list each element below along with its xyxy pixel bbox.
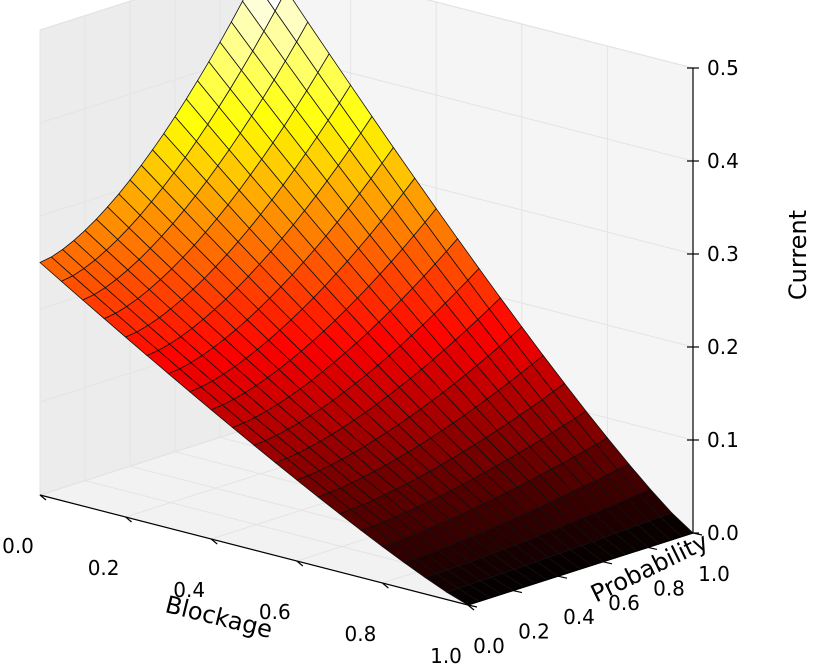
x-tick-mark: [39, 494, 47, 501]
y-tick-mark: [512, 590, 523, 594]
x-tick-mark: [125, 516, 132, 523]
x-axis-line: [39, 494, 469, 606]
y-tick-label: 1.0: [698, 562, 730, 586]
wall-gridline-z: [39, 0, 694, 69]
y-axis-line: [467, 532, 694, 606]
x-tick-label: 0.2: [88, 556, 120, 580]
x-tick-mark: [296, 560, 304, 567]
x-tick-mark: [210, 538, 218, 545]
x-tick-label: 1.0: [430, 644, 462, 668]
y-tick-mark: [467, 604, 478, 608]
z-axis-title: Current: [784, 210, 812, 300]
z-axis-ticks: 0.0 0.1 0.2 0.3 0.4 0.5: [687, 56, 739, 545]
y-tick-label: 0.6: [608, 591, 640, 615]
surface-mesh: [39, 0, 694, 606]
y-tick-label: 0.0: [473, 634, 505, 658]
y-tick-mark: [647, 546, 658, 550]
axes-lines: [39, 68, 694, 606]
x-tick-label: 0.6: [259, 600, 291, 624]
x-tick-label: 0.4: [173, 578, 205, 602]
y-axis-ticks: 0.0 0.2 0.4 0.6 0.8 1.0: [467, 532, 730, 658]
y-tick-label: 0.8: [653, 576, 685, 600]
z-tick-label: 0.5: [707, 56, 739, 80]
y-tick-mark: [602, 561, 613, 565]
x-axis-ticks: 0.0 0.2 0.4 0.6 0.8 1.0: [2, 494, 475, 668]
z-tick-label: 0.2: [707, 335, 739, 359]
z-tick-label: 0.4: [707, 149, 739, 173]
x-axis-title: Blockage: [163, 590, 276, 644]
z-tick-label: 0.1: [707, 428, 739, 452]
x-tick-mark: [382, 582, 389, 589]
x-tick-label: 0.8: [344, 622, 376, 646]
x-tick-label: 0.0: [2, 534, 34, 558]
z-tick-label: 0.0: [707, 521, 739, 545]
y-tick-label: 0.4: [563, 605, 595, 629]
y-tick-label: 0.2: [518, 620, 550, 644]
y-tick-mark: [557, 575, 568, 579]
z-tick-label: 0.3: [707, 242, 739, 266]
